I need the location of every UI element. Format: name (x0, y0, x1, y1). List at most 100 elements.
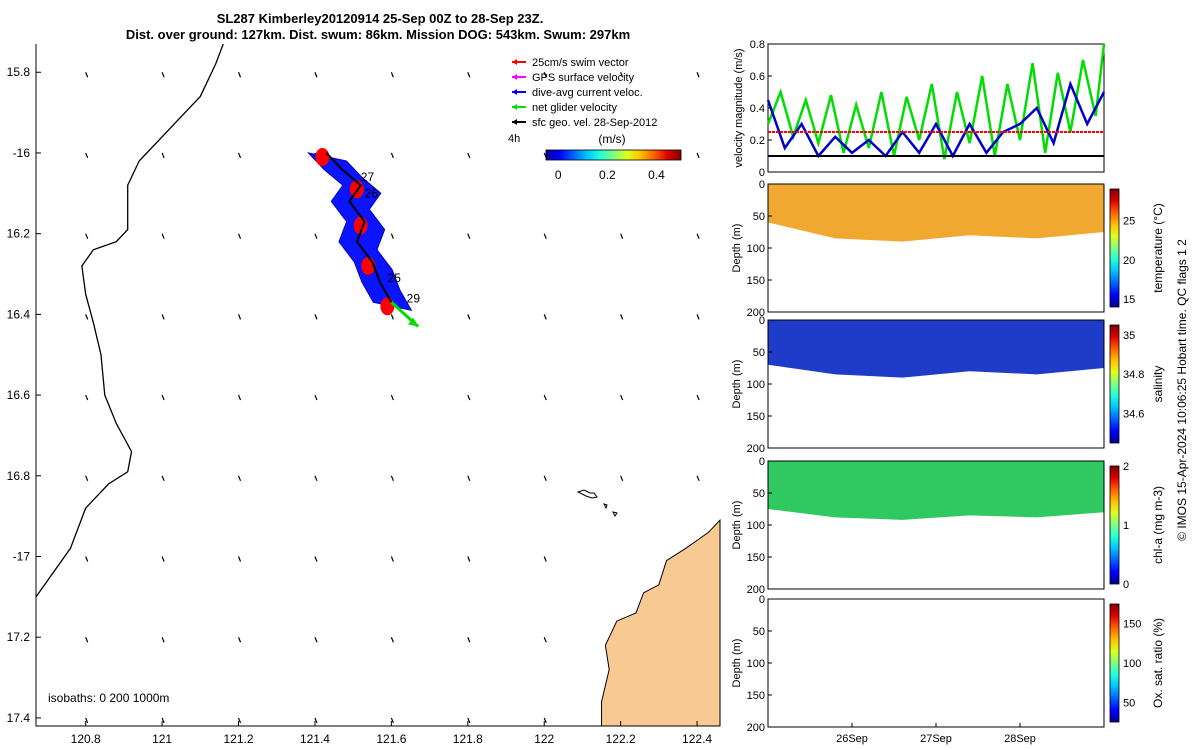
colorbar-tick-label: 100 (1123, 658, 1141, 670)
vector-arrow (237, 233, 242, 239)
y-tick-label: 0 (759, 167, 765, 179)
x-tick-label: 121.6 (376, 732, 406, 746)
colorbar-label: Ox. sat. ratio (%) (1151, 618, 1165, 708)
legend-arrowhead (512, 119, 517, 125)
colorbar-tick-label: 1 (1123, 520, 1129, 532)
colorbar-tick-label: 34.8 (1123, 369, 1144, 381)
vector-arrow (390, 556, 394, 562)
colorbar-label: chl-a (mg m-3) (1151, 486, 1165, 564)
legend-arrowhead (512, 89, 517, 95)
vector-arrow (467, 152, 471, 159)
y-tick-label: 50 (753, 488, 765, 500)
vector-arrow (314, 556, 318, 562)
y-tick-label: 100 (747, 379, 765, 391)
x-tick-label: 27Sep (920, 733, 952, 745)
vector-arrow (314, 72, 318, 78)
velocity-ylabel: velocity magnitude (m/s) (733, 48, 745, 167)
y-tick-label: 100 (747, 243, 765, 255)
colorbar-tick-label: 150 (1123, 619, 1141, 631)
vector-arrow (85, 314, 89, 320)
vector-arrow (696, 394, 700, 401)
glider-track (325, 152, 393, 303)
vector-arrow (237, 72, 242, 78)
vector-arrow (467, 717, 471, 724)
colorbar-tick-label: 0 (1123, 579, 1129, 591)
legend-arrowhead (512, 74, 517, 80)
vector-arrow (161, 314, 165, 320)
y-tick-label: 16.6 (7, 388, 31, 402)
vector-arrow (85, 475, 89, 482)
vector-arrow (161, 717, 165, 724)
chla-colorbar (1109, 465, 1120, 585)
colorbar-tick-label: 0 (555, 168, 562, 182)
vector-arrow (696, 314, 700, 320)
colorbar-tick-label: 25 (1123, 215, 1135, 227)
vector-arrow (620, 475, 624, 482)
vector-arrow (314, 394, 318, 401)
vector-arrow (543, 636, 547, 643)
vector-arrow (390, 72, 394, 78)
vector-arrow (543, 233, 547, 239)
vector-arrow (161, 72, 165, 78)
y-tick-label: 200 (747, 722, 765, 734)
legend-label: 25cm/s swim vector (532, 57, 629, 69)
vector-arrow (237, 394, 242, 401)
vector-arrow (237, 314, 242, 320)
swim-vector (380, 297, 395, 316)
vector-arrow (85, 72, 89, 78)
depth-panel-temperature: 0 50 100 150 200 Depth (m) 15 20 25 temperature (… (731, 179, 1165, 319)
vector-arrow (237, 152, 242, 159)
copyright-note: © IMOS 15-Apr-2024 10:06:25 Hobart time.… (1175, 239, 1189, 541)
y-tick-label: 0 (759, 456, 765, 468)
y-tick-label: 0 (759, 315, 765, 327)
vector-arrow (314, 717, 318, 724)
colorbar-tick-label: 0.4 (648, 168, 665, 182)
velocity-series-line (766, 43, 1106, 160)
colorbar-tick-label: 34.6 (1123, 409, 1144, 421)
colorbar-tick-label: 35 (1123, 330, 1135, 342)
swim-vector (315, 147, 330, 166)
vector-arrow (467, 314, 471, 320)
y-tick-label: 17.2 (7, 630, 31, 644)
x-tick-label: 121 (152, 732, 172, 746)
colorbar-tick-label: 0.2 (599, 168, 616, 182)
vector-arrow (620, 394, 624, 401)
x-tick-label: 120.8 (71, 732, 101, 746)
y-tick-label: 150 (747, 275, 765, 287)
vector-arrow (467, 72, 471, 78)
vector-arrow (543, 475, 547, 482)
vector-arrow (161, 394, 165, 401)
title-line-1: SL287 Kimberley20120914 25-Sep 00Z to 28… (217, 11, 544, 26)
depth-axes (767, 598, 1105, 728)
legend-label: GPS surface velocity (532, 72, 635, 84)
y-tick-label: -17 (13, 550, 31, 564)
y-tick-label: 17.4 (7, 711, 31, 725)
vector-arrow (696, 233, 700, 239)
vector-arrow (161, 636, 165, 643)
vector-arrow (390, 152, 394, 159)
salinity-data-field (768, 320, 1104, 378)
x-tick-label: 122.2 (606, 732, 636, 746)
day-label: 29 (407, 291, 421, 305)
profile-panels: 0 0.2 0.4 0.6 0.8 velocity magnitude (m/s) 0 50… (731, 39, 1165, 745)
y-tick-label: 0.6 (750, 71, 765, 83)
chla-data-field (768, 461, 1104, 520)
vector-arrow (390, 636, 394, 643)
y-tick-label: 0.2 (750, 135, 765, 147)
vector-arrow (467, 636, 471, 643)
x-tick-label: 122.4 (682, 732, 712, 746)
colorbar-tick-label: 2 (1123, 461, 1129, 473)
colorbar-unit: (m/s) (598, 132, 625, 146)
vector-arrow (467, 475, 471, 482)
y-tick-label: 0 (759, 594, 765, 606)
vector-arrow (85, 394, 89, 401)
vector-arrow (161, 233, 165, 239)
legend-label: sfc geo. vel. 28-Sep-2012 (532, 117, 657, 129)
vector-arrow (620, 72, 624, 78)
x-tick-label: 121.4 (300, 732, 330, 746)
vector-arrow (467, 233, 471, 239)
x-tick-label: 121.8 (453, 732, 483, 746)
depth-panel-salinity: 0 50 100 150 200 Depth (m) 34.6 34.8 35 salinity (731, 315, 1165, 455)
y-tick-label: 16.2 (7, 227, 31, 241)
